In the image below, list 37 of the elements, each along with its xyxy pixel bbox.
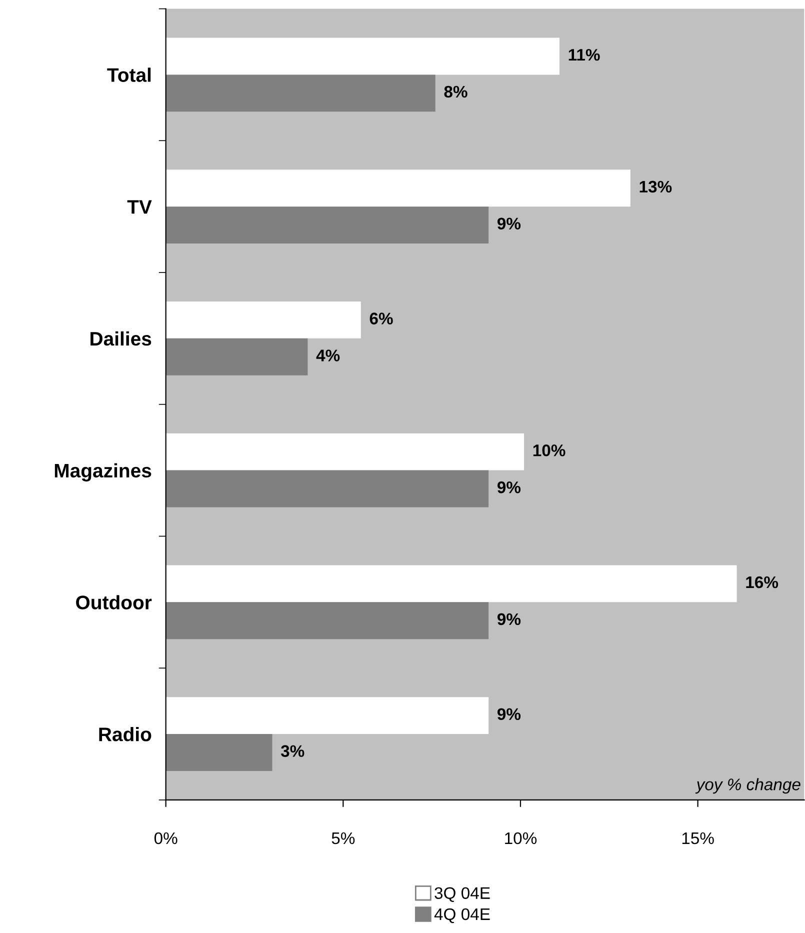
bar [166, 74, 436, 112]
data-label: 6% [370, 312, 393, 324]
bar [166, 302, 361, 338]
data-label: 4% [316, 350, 340, 362]
bar [166, 206, 489, 244]
bar [166, 470, 489, 508]
y-tick-label: TV [127, 200, 152, 214]
bar [166, 697, 489, 734]
legend-label: 3Q 04E [434, 887, 490, 902]
x-tick-label: 10% [505, 832, 537, 844]
y-tick-label: Outdoor [76, 595, 152, 610]
y-tick-label: Radio [99, 726, 152, 742]
y-tick-label: Dailies [90, 331, 152, 346]
y-tick-label: Total [107, 68, 151, 82]
bar [166, 734, 272, 771]
x-tick-label: 5% [332, 832, 355, 844]
bar [166, 565, 737, 602]
data-label: 3% [280, 745, 304, 757]
annotation: yoy % change [695, 778, 800, 794]
bar [166, 38, 560, 75]
data-label: 9% [497, 481, 521, 494]
bar [166, 170, 630, 207]
data-label: 9% [497, 218, 521, 230]
data-label: 11% [568, 48, 600, 61]
bar [166, 602, 489, 640]
data-label: 13% [640, 180, 672, 193]
y-tick-label: Magazines [54, 463, 152, 482]
data-label: 8% [444, 86, 468, 98]
data-label: 10% [533, 444, 566, 456]
data-label: 16% [746, 576, 778, 588]
data-label: 9% [497, 708, 521, 720]
bar [166, 433, 524, 470]
legend-label: 4Q 04E [434, 908, 490, 924]
x-tick-label: 15% [682, 832, 714, 844]
bar [166, 338, 308, 376]
x-tick-label: 0% [154, 832, 178, 844]
data-label: 9% [497, 613, 521, 626]
